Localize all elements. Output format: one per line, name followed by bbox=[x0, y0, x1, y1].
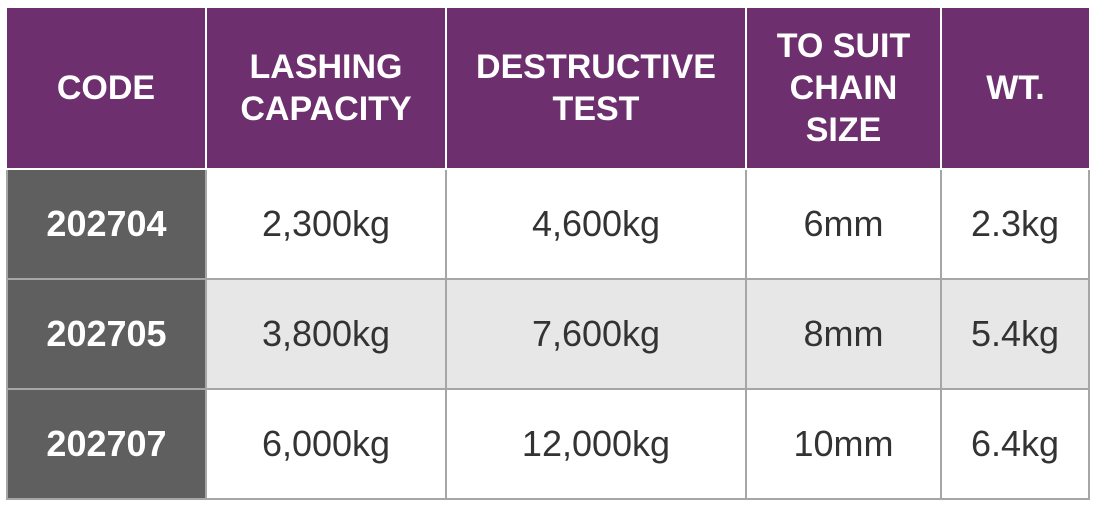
value-cell: 12,000kg bbox=[445, 388, 747, 500]
header-cell: CODE bbox=[7, 8, 207, 170]
header-line: TEST bbox=[552, 90, 640, 128]
header-row: CODE LASHING CAPACITY DESTRUCTIVE TEST TO SUI… bbox=[7, 8, 1089, 170]
value-cell: 2,300kg bbox=[205, 168, 447, 280]
value-cell: 5.4kg bbox=[940, 278, 1090, 390]
header-line: TO SUIT bbox=[776, 27, 911, 65]
value-cell: 3,800kg bbox=[205, 278, 447, 390]
value-cell: 4,600kg bbox=[445, 168, 747, 280]
header-line: LASHING bbox=[249, 48, 403, 86]
header-line: SIZE bbox=[805, 111, 882, 149]
value-cell: 6mm bbox=[745, 168, 942, 280]
header-line: CAPACITY bbox=[240, 90, 412, 128]
value-cell: 2.3kg bbox=[940, 168, 1090, 280]
header-line: WT. bbox=[986, 69, 1045, 107]
table-row: 202707 6,000kg 12,000kg 10mm 6.4kg bbox=[6, 388, 1090, 500]
value-cell: 6,000kg bbox=[205, 388, 447, 500]
table-body: 202704 2,300kg 4,600kg 6mm 2.3kg 202705 3,800k… bbox=[6, 168, 1090, 500]
value-cell: 6.4kg bbox=[940, 388, 1090, 500]
code-cell: 202707 bbox=[6, 388, 207, 500]
table-row: 202704 2,300kg 4,600kg 6mm 2.3kg bbox=[6, 168, 1090, 280]
code-cell: 202704 bbox=[6, 168, 207, 280]
table-row: 202705 3,800kg 7,600kg 8mm 5.4kg bbox=[6, 278, 1090, 390]
header-line: CODE bbox=[56, 69, 156, 107]
value-cell: 7,600kg bbox=[445, 278, 747, 390]
code-cell: 202705 bbox=[6, 278, 207, 390]
spec-table: CODE LASHING CAPACITY DESTRUCTIVE TEST TO SUI… bbox=[6, 8, 1090, 500]
header-cell: TO SUIT CHAIN SIZE bbox=[745, 8, 942, 170]
header-cell: LASHING CAPACITY bbox=[205, 8, 447, 170]
value-cell: 10mm bbox=[745, 388, 942, 500]
header-line: CHAIN bbox=[789, 69, 898, 107]
header-cell: WT. bbox=[940, 8, 1089, 170]
value-cell: 8mm bbox=[745, 278, 942, 390]
header-cell: DESTRUCTIVE TEST bbox=[445, 8, 747, 170]
header-line: DESTRUCTIVE bbox=[476, 48, 716, 86]
